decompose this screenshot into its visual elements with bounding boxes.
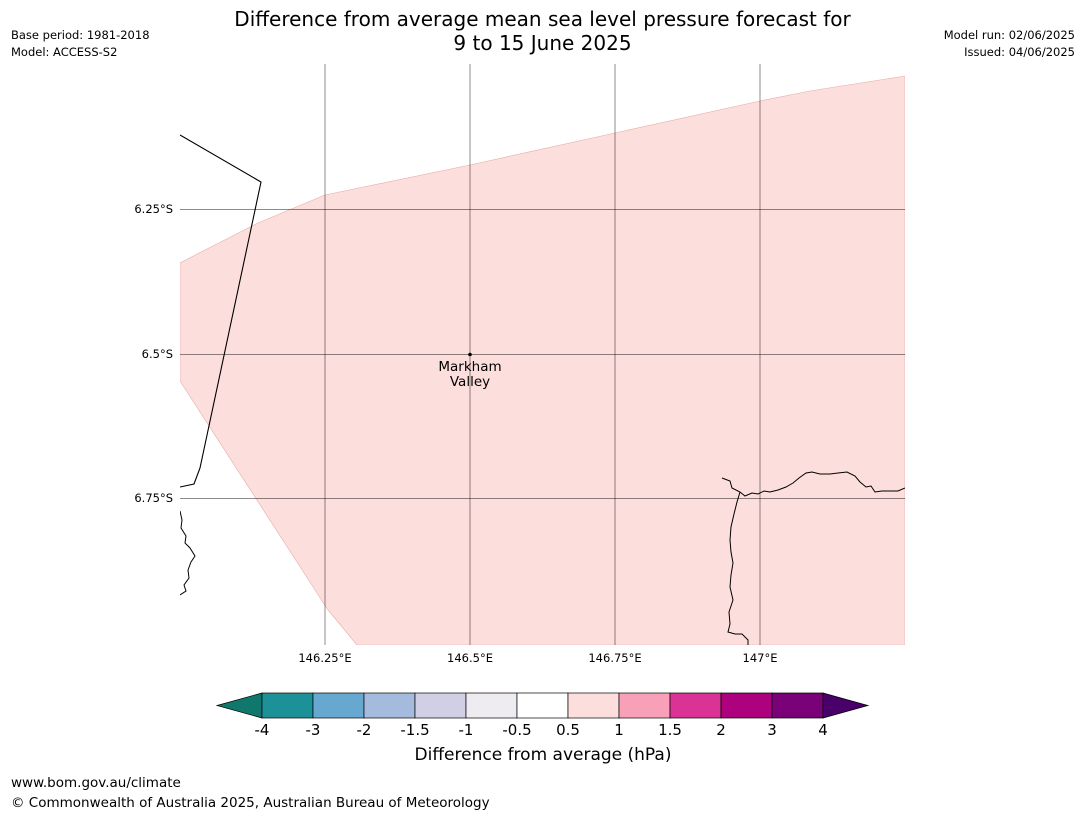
lon-label-147: 147°E <box>742 651 778 665</box>
model-run: Model run: 02/06/2025 <box>943 28 1075 42</box>
colorbar-tick-label: -2 <box>356 721 372 739</box>
colorbar-bin-1 <box>261 692 314 719</box>
colorbar-tick-label: 4 <box>818 721 828 739</box>
colorbar-extend-high <box>822 692 870 719</box>
lon-label-146-5: 146.5°E <box>447 651 493 665</box>
coastline-east <box>721 471 905 645</box>
colorbar-bin-9 <box>669 692 722 719</box>
colorbar-tick-label: -1 <box>458 721 474 739</box>
lat-label-6-5: 6.5°S <box>141 347 173 361</box>
colorbar-tick-label: 2 <box>716 721 726 739</box>
colorbar <box>215 692 870 719</box>
colorbar-bin-8 <box>618 692 671 719</box>
colorbar-tick-label: -0.5 <box>502 721 532 739</box>
lat-label-6-25: 6.25°S <box>134 202 173 216</box>
pressure-anomaly-region <box>180 75 905 645</box>
place-label: Markham Valley <box>438 360 501 390</box>
colorbar-tick-label: 0.5 <box>556 721 580 739</box>
colorbar-tick-label: -4 <box>254 721 270 739</box>
colorbar-tick-label: 3 <box>767 721 777 739</box>
title-line-2: 9 to 15 June 2025 <box>453 31 632 55</box>
gridlines <box>180 64 905 645</box>
footer-copyright: © Commonwealth of Australia 2025, Austra… <box>11 795 490 811</box>
footer-url[interactable]: www.bom.gov.au/climate <box>11 775 181 791</box>
colorbar-tick-label: -3 <box>305 721 321 739</box>
colorbar-tick-label: 1.5 <box>658 721 682 739</box>
colorbar-bin-5 <box>465 692 518 719</box>
colorbar-tick-label: 1 <box>614 721 624 739</box>
lat-label-6-75: 6.75°S <box>134 491 173 505</box>
border-line <box>180 134 262 488</box>
place-name-line-2: Valley <box>449 374 491 390</box>
place-name-line-1: Markham <box>438 359 502 375</box>
title-line-1: Difference from average mean sea level p… <box>234 7 851 31</box>
model-name: Model: ACCESS-S2 <box>11 45 118 59</box>
place-marker <box>468 352 472 357</box>
colorbar-title: Difference from average (hPa) <box>414 745 672 765</box>
base-period: Base period: 1981-2018 <box>11 28 150 42</box>
map-area <box>180 64 905 645</box>
coastline-west <box>180 510 196 596</box>
colorbar-bin-10 <box>720 692 773 719</box>
issued-date: Issued: 04/06/2025 <box>964 45 1075 59</box>
colorbar-bin-4 <box>414 692 467 719</box>
colorbar-bin-11 <box>771 692 824 719</box>
lon-label-146-25: 146.25°E <box>298 651 352 665</box>
meta-left: Base period: 1981-2018 Model: ACCESS-S2 <box>11 27 150 61</box>
colorbar-extend-low <box>215 692 263 719</box>
colorbar-bin-3 <box>363 692 416 719</box>
colorbar-tick-label: -1.5 <box>400 721 430 739</box>
lon-label-146-75: 146.75°E <box>588 651 642 665</box>
colorbar-bin-2 <box>312 692 365 719</box>
colorbar-bin-6 <box>516 692 569 719</box>
colorbar-bin-7 <box>567 692 620 719</box>
chart-title: Difference from average mean sea level p… <box>0 7 1085 55</box>
meta-right: Model run: 02/06/2025 Issued: 04/06/2025 <box>944 27 1075 61</box>
